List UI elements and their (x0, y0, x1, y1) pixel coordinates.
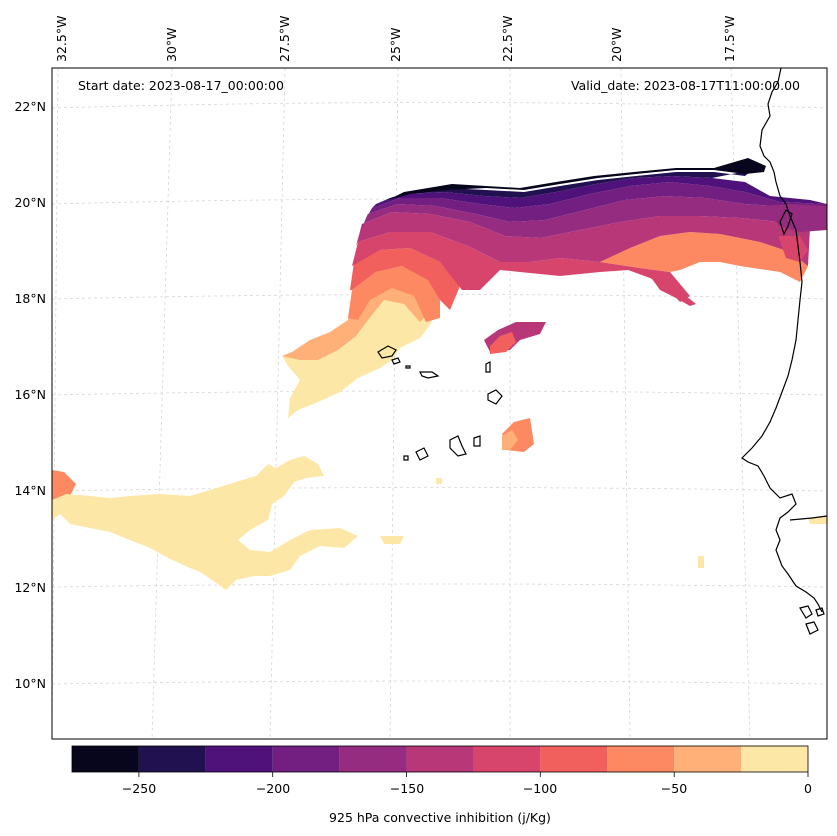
cin-band-violet (364, 182, 827, 230)
colorbar-swatch (72, 746, 139, 772)
cin-fringe (650, 276, 696, 306)
cape-verde-sao-vicente (391, 357, 401, 365)
lat-label: 14°N (14, 483, 46, 498)
colorbar-swatches (72, 746, 808, 772)
colorbar-tick-label: −150 (390, 781, 424, 796)
coastlines (377, 67, 828, 635)
cin-band-light (282, 292, 432, 418)
lon-label: 30°W (164, 27, 179, 62)
cape-verde-brava (403, 455, 409, 461)
colorbar-tick-label: −250 (122, 781, 156, 796)
colorbar-tick-label: −100 (523, 781, 557, 796)
cape-verde-santiago (449, 435, 467, 457)
colorbar-swatch (138, 746, 206, 772)
cin-east-patch (762, 204, 827, 232)
lat-label: 16°N (14, 387, 46, 402)
cin-sw-field (52, 456, 358, 590)
colorbar-swatch (339, 746, 407, 772)
lat-label: 18°N (14, 291, 46, 306)
cin-band-red (350, 248, 460, 310)
cin-east-red (778, 236, 808, 262)
lat-label: 12°N (14, 580, 46, 595)
africa-coast (741, 67, 823, 613)
colorbar: −250 −200 −150 −100 −50 0 925 hPa convec… (71, 745, 812, 825)
colorbar-frame (71, 745, 809, 773)
colorbar-swatch (272, 746, 340, 772)
cin-patch-south-light (502, 430, 518, 450)
colorbar-swatch (741, 746, 808, 772)
cin-band-orange-east (600, 232, 808, 282)
cin-band-black (388, 158, 766, 200)
cin-band-magenta (356, 212, 810, 266)
cin-band-indigo (368, 176, 827, 212)
lat-label: 10°N (14, 676, 46, 691)
senegal-river (789, 515, 828, 521)
lon-label: 25°W (388, 27, 403, 62)
cape-verde-sal (485, 361, 491, 373)
graticule (51, 67, 828, 740)
colorbar-tick-label: 0 (804, 781, 812, 796)
cape-verde-sao-nicolau (419, 371, 440, 379)
cape-verde-maio (473, 435, 481, 447)
cin-patch-west-edge (52, 470, 76, 500)
coast-inlet (779, 209, 793, 236)
bijagos-2 (805, 621, 819, 635)
lon-labels: 32.5°W 30°W 27.5°W 25°W 22.5°W 20°W 17.5… (54, 16, 737, 62)
cin-band-salmon (348, 266, 440, 322)
colorbar-ticks (138, 772, 809, 777)
lat-label: 20°N (14, 195, 46, 210)
colorbar-swatch (473, 746, 541, 772)
cin-patch-center-light (490, 332, 516, 354)
cape-verde-fogo (415, 447, 429, 461)
lon-label: 22.5°W (500, 16, 515, 62)
lon-label: 32.5°W (54, 16, 69, 62)
colorbar-tick-label: −200 (256, 781, 290, 796)
cin-band-purple (360, 196, 810, 238)
cin-se-dot (698, 556, 704, 568)
bijagos-1 (799, 605, 813, 619)
cin-field (52, 158, 827, 590)
colorbar-title: 925 hPa convective inhibition (j/Kg) (329, 810, 551, 825)
colorbar-swatch (674, 746, 742, 772)
cape-verde-santo-antao (377, 345, 397, 359)
colorbar-swatch (406, 746, 474, 772)
cin-band-pink (352, 232, 690, 302)
cin-sw-dot1 (380, 536, 404, 544)
colorbar-swatch (205, 746, 273, 772)
start-date-label: Start date: 2023-08-17_00:00:00 (78, 78, 284, 93)
map-frame (51, 67, 828, 740)
lat-labels: 22°N 20°N 18°N 16°N 14°N 12°N 10°N (14, 99, 46, 691)
colorbar-swatch (607, 746, 675, 772)
cape-verde-santa-luzia (405, 365, 411, 369)
colorbar-tick-label: −50 (661, 781, 687, 796)
lat-label: 22°N (14, 99, 46, 114)
lon-label: 17.5°W (722, 16, 737, 62)
lon-label: 27.5°W (277, 16, 292, 62)
bijagos-3 (815, 607, 825, 617)
cape-verde-boa-vista (487, 389, 503, 405)
cin-band-deep (376, 170, 752, 204)
lon-label: 20°W (609, 27, 624, 62)
valid-date-label: Valid_date: 2023-08-17T11:00:00.00 (571, 78, 800, 93)
colorbar-swatch (540, 746, 608, 772)
cin-sw-dot2 (436, 478, 442, 484)
